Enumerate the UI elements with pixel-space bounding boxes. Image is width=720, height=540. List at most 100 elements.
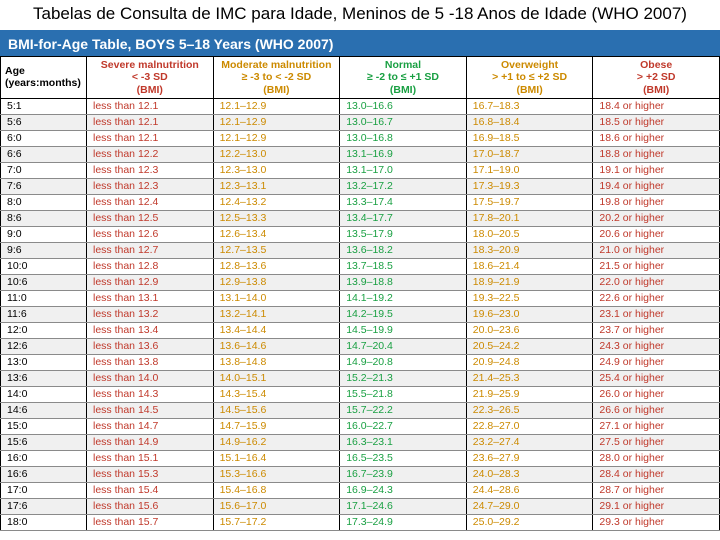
cell-age: 8:6 — [1, 210, 87, 226]
cell-obese: 19.8 or higher — [593, 194, 720, 210]
cell-obese: 24.3 or higher — [593, 338, 720, 354]
cell-severe: less than 12.4 — [87, 194, 214, 210]
table-row: 12:0less than 13.413.4–14.414.5–19.920.0… — [1, 322, 720, 338]
cell-over: 16.9–18.5 — [466, 130, 593, 146]
cell-severe: less than 12.5 — [87, 210, 214, 226]
table-row: 6:0less than 12.112.1–12.913.0–16.816.9–… — [1, 130, 720, 146]
cell-normal: 16.5–23.5 — [340, 450, 467, 466]
cell-severe: less than 13.2 — [87, 306, 214, 322]
cell-over: 22.3–26.5 — [466, 402, 593, 418]
cell-obese: 20.6 or higher — [593, 226, 720, 242]
cell-mod: 15.7–17.2 — [213, 514, 340, 530]
cell-normal: 16.7–23.9 — [340, 466, 467, 482]
cell-normal: 14.2–19.5 — [340, 306, 467, 322]
col-header-sub: ≥ -2 to ≤ +1 SD — [344, 71, 462, 83]
col-header-sub: ≥ -3 to < -2 SD — [218, 71, 336, 83]
table-row: 13:6less than 14.014.0–15.115.2–21.321.4… — [1, 370, 720, 386]
table-row: 14:0less than 14.314.3–15.415.5–21.821.9… — [1, 386, 720, 402]
col-header-main: Normal — [344, 59, 462, 71]
table-row: 10:0less than 12.812.8–13.613.7–18.518.6… — [1, 258, 720, 274]
cell-over: 18.9–21.9 — [466, 274, 593, 290]
page-title: Tabelas de Consulta de IMC para Idade, M… — [0, 0, 720, 32]
table-row: 17:0less than 15.415.4–16.816.9–24.324.4… — [1, 482, 720, 498]
cell-over: 16.7–18.3 — [466, 98, 593, 114]
cell-mod: 12.2–13.0 — [213, 146, 340, 162]
cell-normal: 16.0–22.7 — [340, 418, 467, 434]
cell-age: 9:6 — [1, 242, 87, 258]
cell-normal: 13.1–17.0 — [340, 162, 467, 178]
cell-severe: less than 14.7 — [87, 418, 214, 434]
cell-over: 24.7–29.0 — [466, 498, 593, 514]
cell-normal: 14.7–20.4 — [340, 338, 467, 354]
col-header-sub: (years:months) — [5, 77, 82, 89]
cell-over: 20.9–24.8 — [466, 354, 593, 370]
cell-age: 7:0 — [1, 162, 87, 178]
table-row: 15:6less than 14.914.9–16.216.3–23.123.2… — [1, 434, 720, 450]
table-row: 14:6less than 14.514.5–15.615.7–22.222.3… — [1, 402, 720, 418]
cell-obese: 20.2 or higher — [593, 210, 720, 226]
col-header-severe: Severe malnutrition< -3 SD(BMI) — [87, 57, 214, 98]
col-header-sub: > +1 to ≤ +2 SD — [471, 71, 589, 83]
cell-age: 16:0 — [1, 450, 87, 466]
cell-mod: 12.8–13.6 — [213, 258, 340, 274]
cell-normal: 15.7–22.2 — [340, 402, 467, 418]
cell-normal: 17.3–24.9 — [340, 514, 467, 530]
cell-obese: 18.8 or higher — [593, 146, 720, 162]
table-row: 18:0less than 15.715.7–17.217.3–24.925.0… — [1, 514, 720, 530]
col-header-sub: > +2 SD — [597, 71, 715, 83]
cell-age: 13:0 — [1, 354, 87, 370]
cell-normal: 16.9–24.3 — [340, 482, 467, 498]
cell-normal: 13.0–16.8 — [340, 130, 467, 146]
col-header-main: Moderate malnutrition — [218, 59, 336, 71]
cell-normal: 13.4–17.7 — [340, 210, 467, 226]
cell-obese: 24.9 or higher — [593, 354, 720, 370]
cell-normal: 14.9–20.8 — [340, 354, 467, 370]
col-header-bmi: (BMI) — [597, 84, 715, 96]
cell-normal: 13.3–17.4 — [340, 194, 467, 210]
cell-mod: 13.1–14.0 — [213, 290, 340, 306]
cell-obese: 26.6 or higher — [593, 402, 720, 418]
cell-obese: 29.1 or higher — [593, 498, 720, 514]
cell-obese: 19.1 or higher — [593, 162, 720, 178]
cell-obese: 29.3 or higher — [593, 514, 720, 530]
cell-obese: 18.4 or higher — [593, 98, 720, 114]
table-row: 10:6less than 12.912.9–13.813.9–18.818.9… — [1, 274, 720, 290]
table-header: Age(years:months)Severe malnutrition< -3… — [1, 57, 720, 98]
col-header-bmi: (BMI) — [344, 84, 462, 96]
cell-severe: less than 13.4 — [87, 322, 214, 338]
cell-age: 17:0 — [1, 482, 87, 498]
cell-age: 15:6 — [1, 434, 87, 450]
cell-mod: 12.1–12.9 — [213, 114, 340, 130]
cell-over: 17.3–19.3 — [466, 178, 593, 194]
cell-severe: less than 12.2 — [87, 146, 214, 162]
cell-age: 12:0 — [1, 322, 87, 338]
cell-obese: 28.7 or higher — [593, 482, 720, 498]
cell-normal: 13.1–16.9 — [340, 146, 467, 162]
cell-obese: 19.4 or higher — [593, 178, 720, 194]
cell-obese: 18.6 or higher — [593, 130, 720, 146]
cell-severe: less than 12.3 — [87, 178, 214, 194]
cell-obese: 23.1 or higher — [593, 306, 720, 322]
cell-severe: less than 12.1 — [87, 130, 214, 146]
cell-over: 24.4–28.6 — [466, 482, 593, 498]
cell-normal: 17.1–24.6 — [340, 498, 467, 514]
cell-normal: 13.5–17.9 — [340, 226, 467, 242]
cell-age: 14:0 — [1, 386, 87, 402]
cell-mod: 14.0–15.1 — [213, 370, 340, 386]
cell-severe: less than 12.6 — [87, 226, 214, 242]
cell-mod: 14.7–15.9 — [213, 418, 340, 434]
cell-mod: 12.4–13.2 — [213, 194, 340, 210]
cell-mod: 13.8–14.8 — [213, 354, 340, 370]
cell-age: 7:6 — [1, 178, 87, 194]
table-row: 6:6less than 12.212.2–13.013.1–16.917.0–… — [1, 146, 720, 162]
table-row: 15:0less than 14.714.7–15.916.0–22.722.8… — [1, 418, 720, 434]
cell-normal: 14.1–19.2 — [340, 290, 467, 306]
col-header-bmi: (BMI) — [471, 84, 589, 96]
cell-over: 17.5–19.7 — [466, 194, 593, 210]
cell-over: 23.6–27.9 — [466, 450, 593, 466]
cell-age: 10:0 — [1, 258, 87, 274]
cell-severe: less than 12.1 — [87, 114, 214, 130]
table-row: 7:0less than 12.312.3–13.013.1–17.017.1–… — [1, 162, 720, 178]
cell-mod: 12.1–12.9 — [213, 98, 340, 114]
cell-obese: 28.4 or higher — [593, 466, 720, 482]
